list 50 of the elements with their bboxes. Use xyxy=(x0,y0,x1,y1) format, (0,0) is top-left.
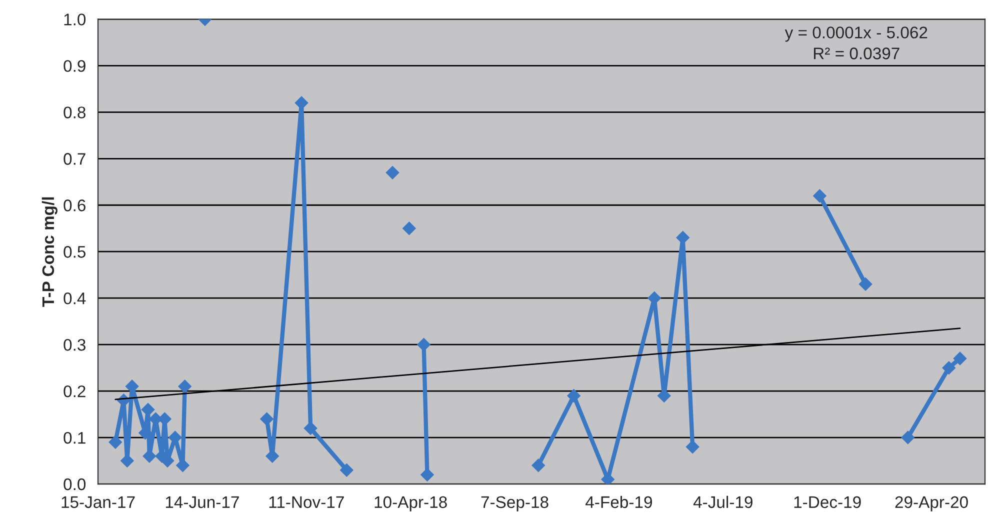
y-tick-label: 0.2 xyxy=(64,385,86,398)
point xyxy=(532,458,545,472)
point xyxy=(266,450,279,463)
y-tick-label: 0.8 xyxy=(64,106,86,118)
x-tick-label: 4-Feb-19 xyxy=(586,496,652,508)
point xyxy=(402,222,416,235)
point xyxy=(125,380,139,393)
y-tick-label: 0.0 xyxy=(64,478,86,490)
point xyxy=(658,389,671,402)
point xyxy=(648,292,661,305)
point xyxy=(108,436,122,449)
point xyxy=(567,389,580,402)
point xyxy=(901,430,914,444)
y-axis-title: T-P Conc mg/l xyxy=(42,197,58,307)
point xyxy=(858,278,872,291)
y-tick-label: 0.1 xyxy=(64,432,86,444)
point xyxy=(953,352,967,366)
point xyxy=(386,166,400,180)
point xyxy=(417,338,430,352)
point xyxy=(340,463,354,477)
point xyxy=(813,189,826,202)
point xyxy=(942,361,956,374)
y-tick-label: 0.7 xyxy=(64,153,86,165)
point xyxy=(142,450,156,463)
y-tick-label: 0.5 xyxy=(64,246,86,258)
point xyxy=(294,96,308,110)
x-tick-label: 29-Apr-20 xyxy=(895,496,968,512)
x-tick-label: 4-Jul-19 xyxy=(693,496,752,508)
y-tick-label: 0.4 xyxy=(64,292,86,304)
point xyxy=(260,412,274,426)
point xyxy=(178,380,192,393)
y-tick-label: 0.9 xyxy=(64,60,86,72)
point xyxy=(686,440,700,454)
y-tick-label: 0.6 xyxy=(64,200,86,212)
x-tick-label: 14-Jun-17 xyxy=(166,496,239,508)
x-tick-label: 11-Nov-17 xyxy=(269,496,344,508)
y-tick-label: 0.3 xyxy=(64,338,86,351)
x-tick-label: 1-Dec-19 xyxy=(794,496,861,508)
point xyxy=(176,458,190,472)
x-tick-label: 15-Jan-17 xyxy=(62,496,135,508)
x-tick-label: 7-Sep-18 xyxy=(481,496,548,512)
point xyxy=(304,422,318,435)
point xyxy=(120,454,134,468)
x-tick-label: 10-Apr-18 xyxy=(374,496,447,512)
annotation: R² = 0.0397 xyxy=(814,48,900,60)
point xyxy=(420,468,434,482)
point xyxy=(141,403,155,416)
annotation: y = 0.0001x - 5.062 xyxy=(784,26,928,42)
y-tick-label: 1.0 xyxy=(64,14,86,26)
point xyxy=(676,231,690,244)
